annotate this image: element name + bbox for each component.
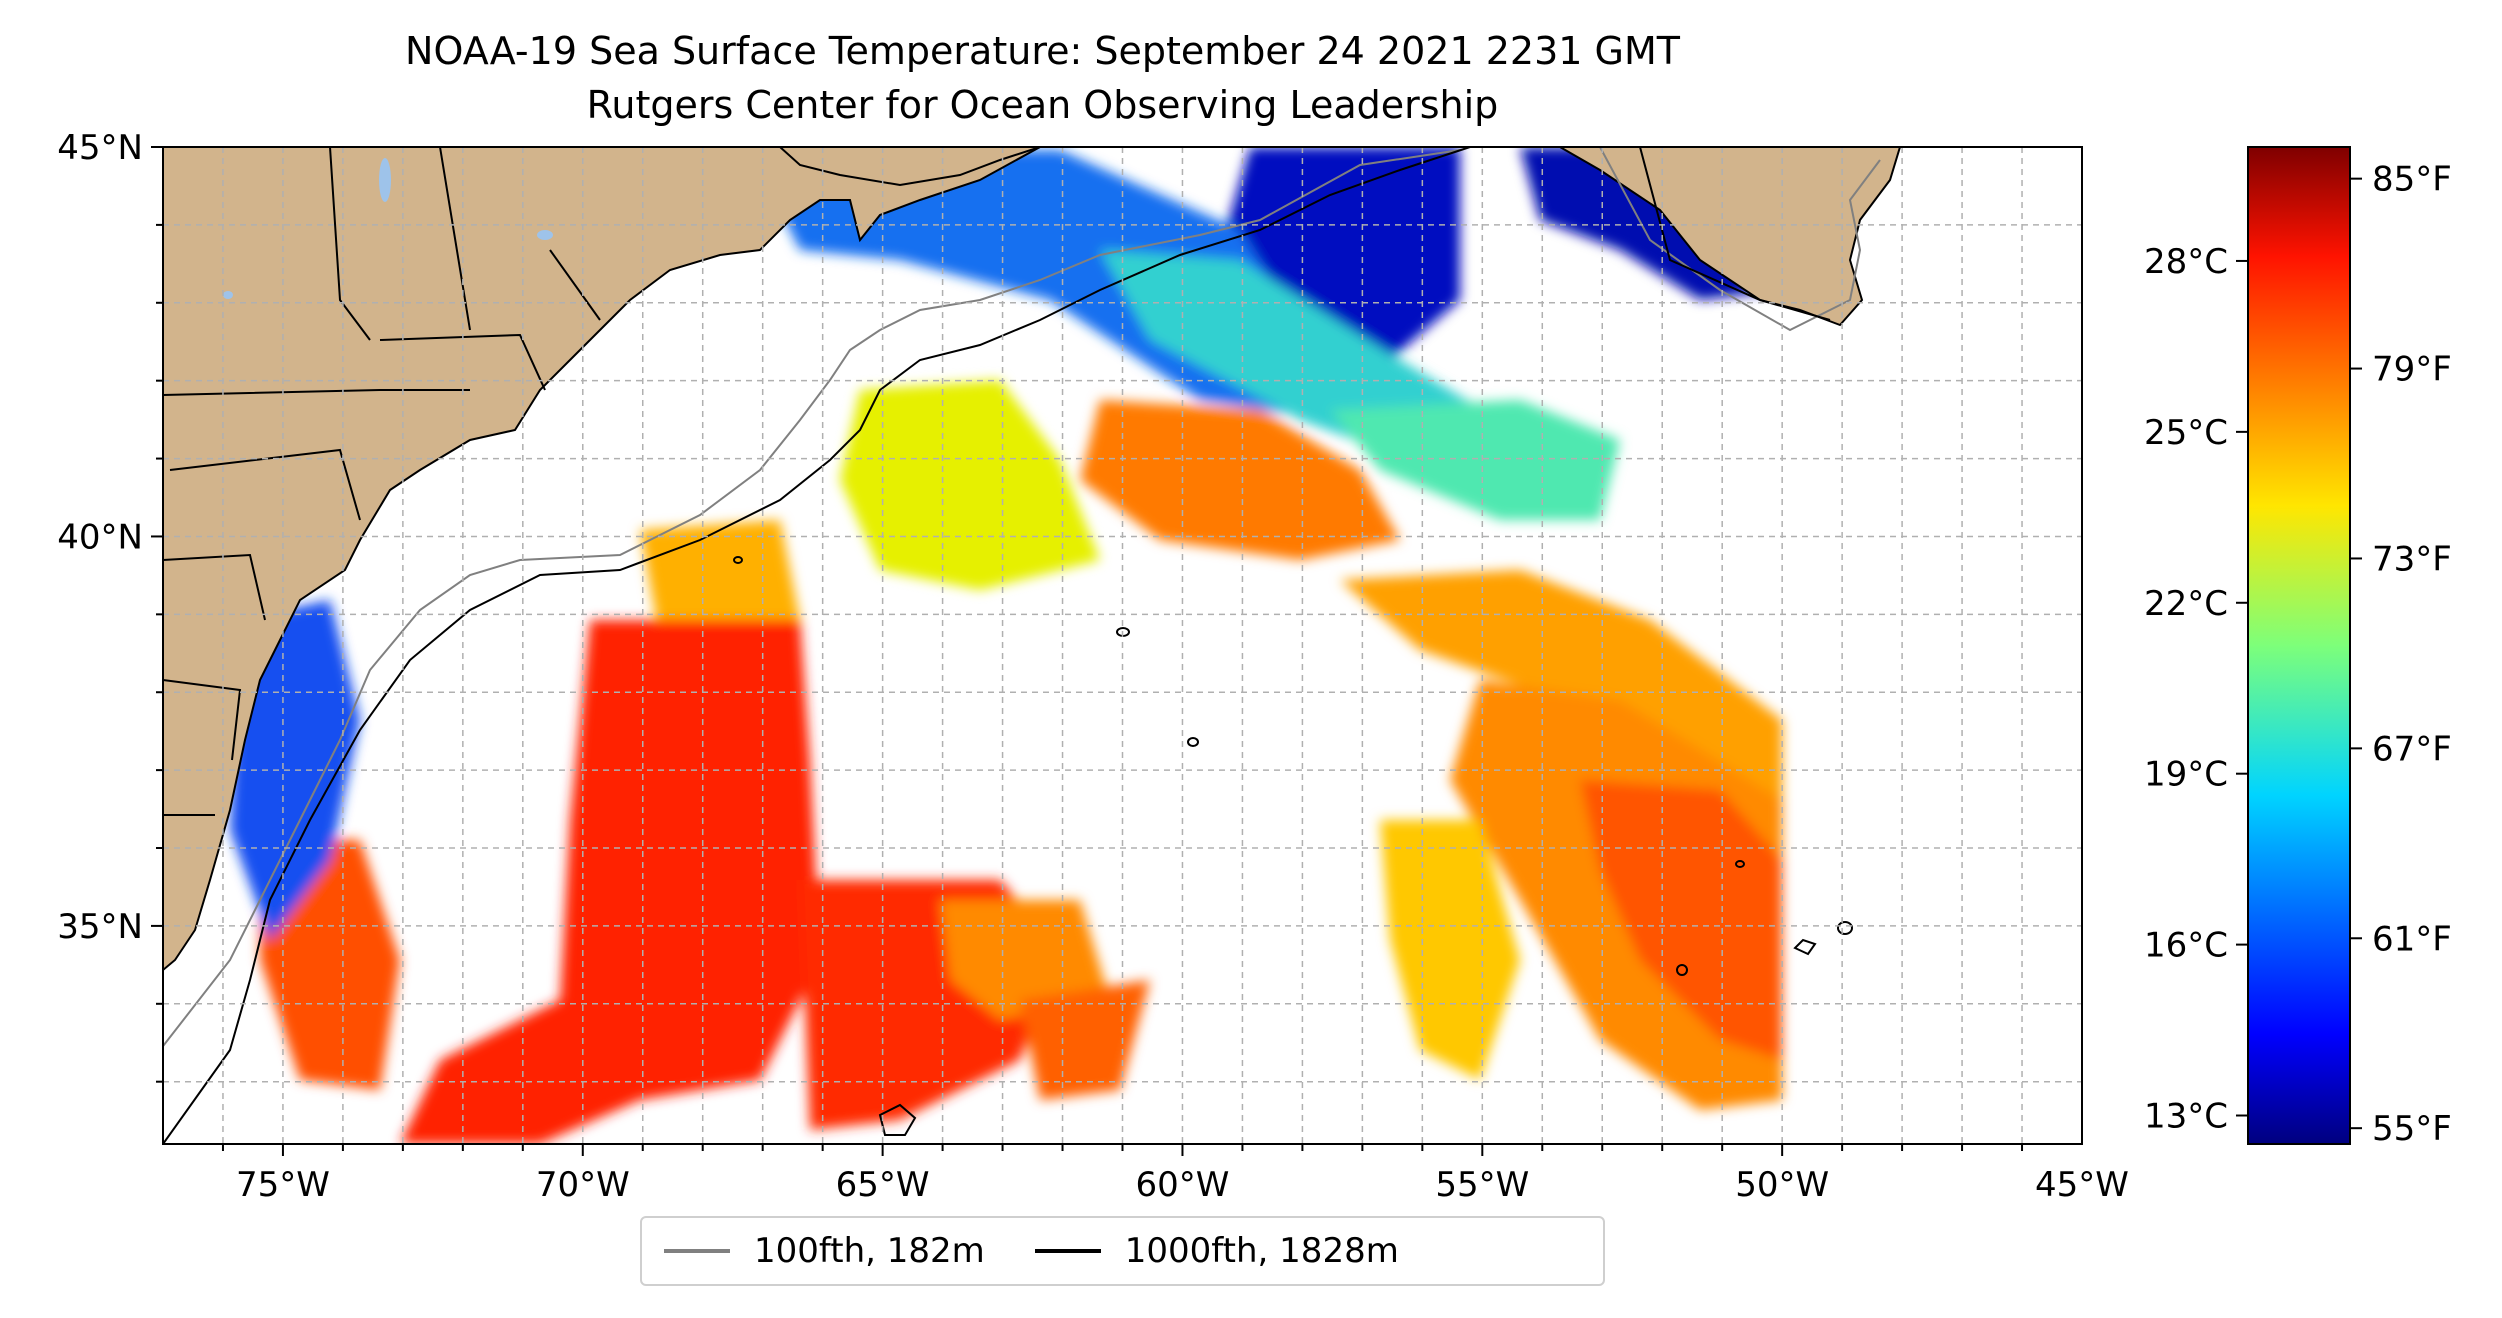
y-tick-label: 35°N bbox=[57, 907, 143, 947]
colorbar bbox=[2247, 146, 2351, 1145]
colorbar-label-c: 28°C bbox=[2144, 242, 2228, 282]
isobath-100fth bbox=[163, 149, 1461, 1048]
legend-label: 1000fth, 1828m bbox=[1124, 1231, 1399, 1271]
legend-label: 100fth, 182m bbox=[754, 1231, 985, 1271]
legend-item-1000fth: 1000fth, 1828m bbox=[1034, 1231, 1399, 1271]
colorbar-label-c: 16°C bbox=[2144, 926, 2228, 966]
x-tick-label: 55°W bbox=[1435, 1165, 1529, 1205]
x-tick-label: 60°W bbox=[1136, 1165, 1230, 1205]
y-tick-label: 40°N bbox=[57, 517, 143, 557]
sst-field bbox=[172, 147, 1782, 1144]
colorbar-label-c: 13°C bbox=[2144, 1097, 2228, 1137]
legend-swatch-100fth bbox=[664, 1249, 730, 1253]
x-tick-label: 50°W bbox=[1735, 1165, 1829, 1205]
legend: 100fth, 182m 1000fth, 1828m bbox=[640, 1216, 1605, 1286]
colorbar-label-f: 67°F bbox=[2372, 729, 2452, 769]
x-tick-label: 65°W bbox=[836, 1165, 930, 1205]
map-axes: 75°W 70°W 65°W 60°W 55°W 50°W 45°W 45°N 40°N 35°N bbox=[57, 128, 2129, 1205]
graticule bbox=[163, 147, 2082, 1144]
colorbar-axes: 85°F 79°F 73°F 67°F 61°F 55°F 28°C 25°C 22°C 19°C… bbox=[2144, 160, 2452, 1150]
colorbar-label-c: 25°C bbox=[2144, 413, 2228, 453]
state-borders bbox=[163, 147, 601, 816]
lakes bbox=[223, 158, 553, 299]
x-tick-label: 75°W bbox=[236, 1165, 330, 1205]
x-tick-label: 70°W bbox=[536, 1165, 630, 1205]
land-nova-scotia bbox=[778, 147, 1041, 187]
colorbar-label-f: 55°F bbox=[2372, 1109, 2452, 1149]
colorbar-label-c: 22°C bbox=[2144, 584, 2228, 624]
chart-title: NOAA-19 Sea Surface Temperature: Septemb… bbox=[405, 29, 1680, 73]
y-tick-label: 45°N bbox=[57, 128, 143, 168]
colorbar-label-f: 61°F bbox=[2372, 919, 2452, 959]
x-tick-label: 45°W bbox=[2035, 1165, 2129, 1205]
chart-subtitle: Rutgers Center for Ocean Observing Leade… bbox=[586, 83, 1499, 127]
colorbar-label-f: 79°F bbox=[2372, 350, 2452, 390]
legend-swatch-1000fth bbox=[1034, 1249, 1101, 1253]
land-north-america bbox=[163, 147, 1041, 972]
isobath-1000fth bbox=[163, 147, 1471, 1144]
colorbar-label-f: 73°F bbox=[2372, 539, 2452, 579]
legend-item-100fth: 100fth, 182m bbox=[664, 1231, 985, 1271]
colorbar-label-f: 85°F bbox=[2372, 160, 2452, 200]
map-area bbox=[163, 147, 2082, 1144]
colorbar-label-c: 19°C bbox=[2144, 755, 2228, 795]
